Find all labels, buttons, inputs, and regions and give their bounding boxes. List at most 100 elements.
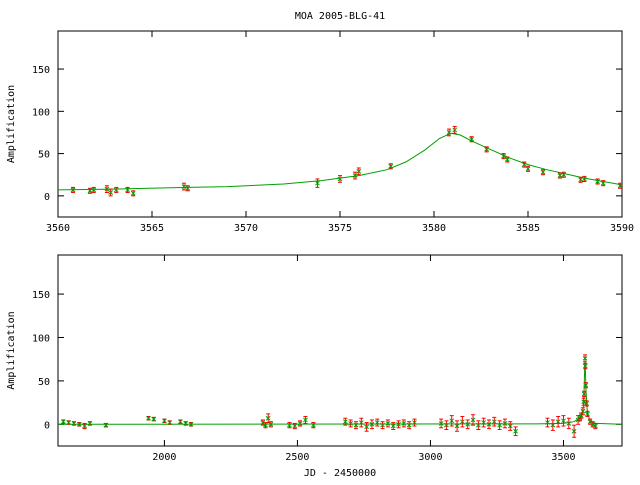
data-point [587,418,593,425]
data-point [260,419,266,426]
data-point [497,420,502,431]
data-point [185,185,191,192]
data-point [82,422,87,430]
data-point [76,421,82,427]
data-point [446,128,452,137]
chart-title: MOA 2005-BLG-41 [295,11,385,22]
data-point [504,156,510,163]
data-point [582,363,588,370]
y-tick-label: 150 [32,290,50,301]
y-tick-label: 150 [32,65,50,76]
data-point [104,185,110,193]
x-tick-label: 3585 [516,223,540,234]
data-point [469,136,474,143]
data-point [70,186,76,193]
data-point [507,421,513,431]
data-point [356,167,362,176]
data-point [60,419,66,425]
data-point [342,417,348,426]
data-point [571,424,577,438]
data-point [475,420,481,431]
data-point [513,426,518,437]
data-point [390,422,396,431]
data-point [585,410,590,417]
x-tick-label: 2500 [285,452,309,463]
data-point [183,421,189,426]
data-point [412,418,417,427]
data-point [561,171,567,178]
data-point [87,421,93,426]
data-point [460,415,465,428]
data-point [545,417,550,428]
x-tick-label: 3575 [328,223,352,234]
x-tick-label: 3500 [551,452,575,463]
data-point [617,182,622,189]
data-point [595,178,600,185]
data-point [353,421,359,430]
data-point [374,418,380,427]
data-point [337,175,343,183]
data-point [578,176,583,183]
data-point [358,417,364,428]
data-point [470,414,476,426]
x-tick-label: 3580 [422,223,446,234]
data-point [454,420,460,432]
data-point [91,186,97,193]
data-point [581,390,587,398]
data-point [465,419,471,430]
data-point [502,418,508,429]
data-point [580,407,586,416]
data-point [600,180,606,187]
data-point [263,422,268,429]
data-point [582,354,588,363]
data-point [540,169,546,176]
data-point [593,422,598,430]
data-point [481,417,487,428]
data-point [385,419,391,428]
y-tick-label: 50 [38,150,50,161]
data-point [561,415,566,427]
y-tick-label: 100 [32,333,50,344]
data-point [348,419,353,428]
data-point [584,400,589,407]
data-point [71,421,77,426]
data-point [162,418,167,424]
data-point [582,175,587,182]
data-point [557,172,563,179]
y-tick-label: 50 [38,377,50,388]
data-point [484,146,489,153]
plot-area [58,126,622,197]
data-point [525,165,531,172]
data-point [315,178,320,188]
data-point [452,126,458,134]
data-point [438,418,444,429]
data-point [364,422,369,432]
y-tick-label: 100 [32,107,50,118]
plot-area [58,354,622,438]
data-point [292,422,298,430]
data-point [188,421,194,427]
data-point [103,422,109,428]
data-point [268,421,274,428]
data-point [66,420,71,425]
bottom-panel: 0 50 100 150 2000 2500 3000 3500 Amplification JD… [6,254,623,479]
data-point [521,161,527,168]
data-point [287,422,292,429]
data-point [583,382,589,389]
data-point [501,153,506,160]
data-point [486,419,492,430]
y-tick-label: 0 [44,420,50,431]
data-point [146,415,151,421]
data-point [130,190,136,197]
x-tick-label: 2000 [152,452,176,463]
data-point [550,419,556,431]
data-point [396,420,401,429]
plot-frame [57,30,623,218]
plot-frame [57,254,623,447]
x-axis-label: JD - 2450000 [304,468,376,479]
data-point [369,419,375,430]
y-axis-label: Amplification [6,85,17,163]
data-point [311,422,316,429]
top-panel: MOA 2005-BLG-41 0 50 100 150 3560 3565 3570 3575… [6,11,634,234]
